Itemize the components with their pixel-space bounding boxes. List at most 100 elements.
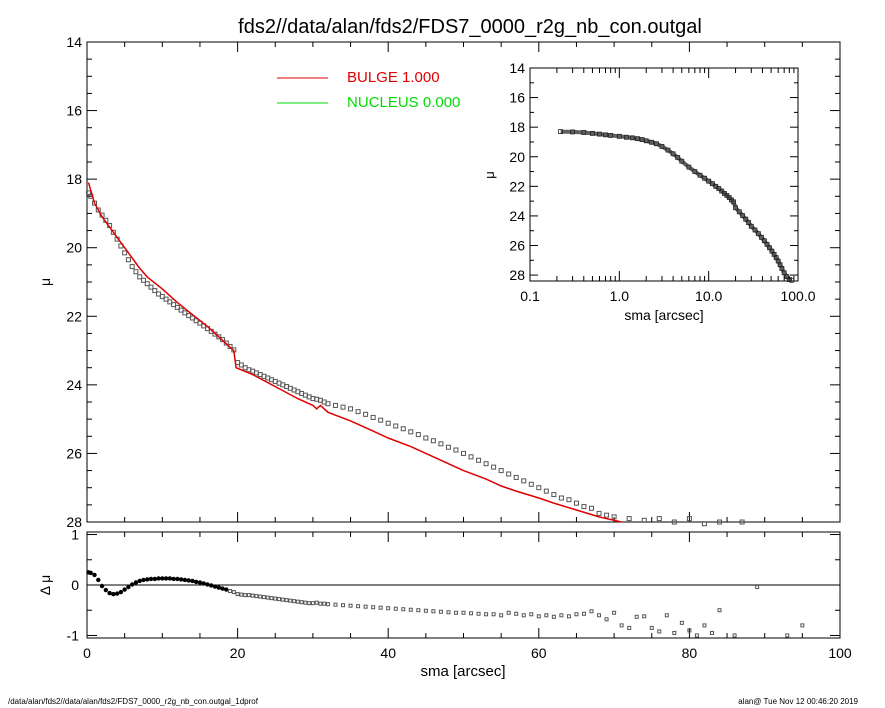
inset-panel: 14 16 18 20 22 24 26 28 0.1 1.0 10.0 100.0 μ sma [… (482, 60, 816, 323)
data-point-marker (408, 429, 414, 435)
data-point-marker (483, 461, 489, 467)
figure-canvas: fds2//data/alan/fds2/FDS7_0000_r2g_nb_co… (37, 16, 852, 680)
data-point-marker (491, 464, 497, 470)
main-y-tick-label: 22 (66, 308, 82, 324)
inset-data-point (590, 130, 595, 136)
residual-point (566, 614, 571, 619)
residual-point (785, 633, 790, 638)
residual-point (476, 611, 481, 616)
residual-point (333, 602, 338, 607)
data-point-marker (95, 207, 101, 213)
inset-x-tick-label: 100.0 (780, 288, 815, 304)
data-point-marker (167, 299, 173, 305)
main-y-tick-label: 26 (66, 445, 82, 461)
inset-data-point (740, 213, 746, 219)
data-point-marker (348, 406, 354, 412)
residual-point (243, 593, 248, 598)
residual-point (246, 593, 251, 598)
residual-x-tick-label: 40 (380, 645, 396, 661)
residual-x-tick-label: 100 (828, 645, 852, 661)
residual-point (634, 614, 639, 619)
main-y-tick-labels: 14 16 18 20 22 24 26 28 (66, 34, 82, 530)
main-y-axis-label: μ (37, 278, 53, 286)
residual-point (122, 587, 127, 592)
data-point-marker (178, 307, 184, 313)
residual-y-tick-label: 0 (71, 577, 79, 593)
residual-point (446, 610, 451, 615)
residual-point (356, 604, 361, 609)
data-point-marker (596, 510, 602, 516)
inset-y-tick-label: 18 (509, 119, 525, 135)
data-point-marker (171, 302, 177, 308)
residual-point (310, 601, 315, 606)
residual-point (205, 582, 210, 587)
inset-data-point (706, 178, 712, 184)
inset-data-point (597, 131, 602, 137)
residual-point (341, 603, 346, 608)
inset-data-point (643, 138, 649, 144)
inset-data-point (752, 227, 758, 233)
data-point-marker (701, 521, 707, 527)
inset-data-point (679, 158, 685, 164)
inset-x-tick-labels: 0.1 1.0 10.0 100.0 (520, 288, 815, 304)
data-point-marker (521, 478, 527, 484)
data-point-marker (216, 334, 222, 340)
data-point-marker (604, 512, 610, 518)
legend-label-nucleus: NUCLEUS 0.000 (347, 94, 460, 111)
data-point-marker (498, 468, 504, 474)
data-point-marker (355, 409, 361, 415)
residual-point (800, 623, 805, 628)
residual-point (657, 629, 662, 634)
residual-point (235, 592, 240, 597)
residual-point (702, 623, 707, 628)
residual-point (145, 577, 150, 582)
residual-point (163, 576, 169, 581)
residual-point (521, 613, 526, 618)
residual-point (393, 606, 398, 611)
data-point-marker (415, 432, 421, 438)
inset-data-point (764, 241, 770, 247)
data-point-marker (739, 519, 745, 525)
residual-point (96, 577, 101, 583)
residual-y-tick-label: 1 (71, 527, 79, 543)
residual-point (469, 611, 474, 616)
residual-point (103, 587, 109, 593)
main-y-tick-label: 20 (66, 240, 82, 256)
data-point-marker (363, 411, 369, 417)
residual-point (408, 607, 413, 612)
residual-x-tick-labels: 0 20 40 60 80 100 (83, 645, 852, 661)
residual-point (280, 597, 285, 602)
data-point-marker (220, 337, 226, 343)
residual-point (514, 611, 519, 616)
main-axis-ticks (86, 41, 841, 523)
chart-title: fds2//data/alan/fds2/FDS7_0000_r2g_nb_co… (238, 16, 702, 38)
residual-point (322, 601, 327, 606)
data-point-marker (445, 444, 451, 450)
residual-point (484, 612, 489, 617)
residual-y-tick-label: -1 (67, 627, 80, 643)
inset-x-tick-label: 0.1 (520, 288, 540, 304)
residual-point (292, 599, 297, 604)
data-point-marker (430, 438, 436, 444)
data-point-marker (385, 420, 391, 426)
residual-point (265, 595, 270, 600)
inset-x-tick-label: 1.0 (610, 288, 630, 304)
residual-point (589, 609, 594, 614)
data-point-marker (423, 435, 429, 441)
inset-data-point (635, 136, 640, 142)
data-point-marker (137, 274, 143, 280)
residual-point (190, 578, 195, 584)
inset-axis-ticks (529, 67, 799, 281)
residual-point (220, 586, 225, 591)
residual-point (709, 630, 714, 635)
inset-y-tick-label: 14 (509, 60, 525, 76)
data-point-marker (182, 310, 188, 316)
data-point-marker (122, 250, 128, 256)
residual-panel: -101 0 20 40 60 80 100 Δ μ sma [arcsec] (37, 527, 852, 680)
residual-point (694, 633, 699, 638)
residual-point (201, 581, 206, 586)
inset-y-tick-label: 24 (509, 208, 525, 224)
residual-x-tick-label: 20 (230, 645, 246, 661)
residual-point (664, 613, 669, 618)
residual-point (604, 617, 609, 622)
